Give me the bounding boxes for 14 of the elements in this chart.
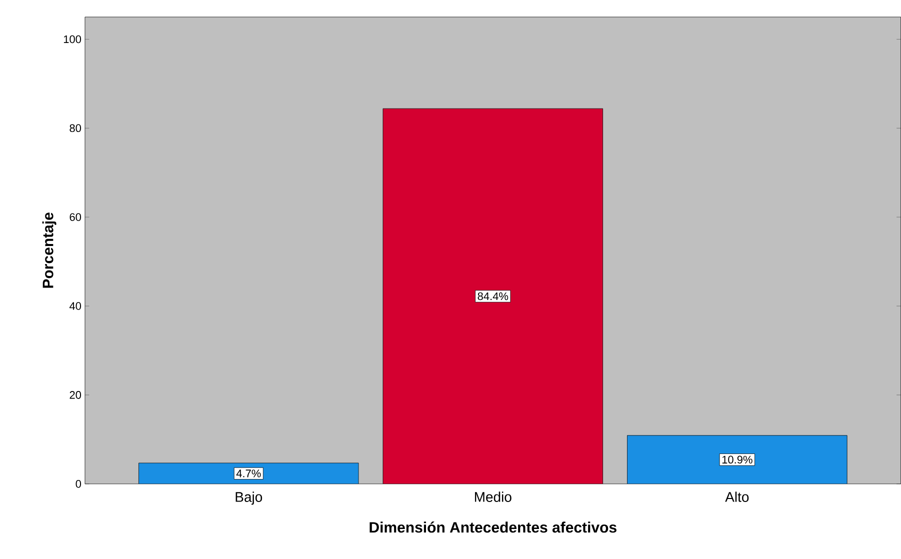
y-axis-title: Porcentaje bbox=[42, 212, 56, 288]
y-tick-label: 40 bbox=[69, 302, 82, 310]
data-label: 84.4% bbox=[478, 292, 508, 300]
data-label: 10.9% bbox=[722, 456, 752, 464]
y-tick-label: 20 bbox=[70, 391, 82, 399]
y-tick-label: 100 bbox=[64, 35, 82, 44]
x-axis-title: Dimensión Antecedentes afectivos bbox=[370, 522, 616, 533]
y-tick-label: 60 bbox=[70, 213, 82, 222]
x-tick-label: Alto bbox=[725, 492, 749, 502]
data-label: 4.7% bbox=[236, 470, 261, 478]
y-tick-label: 0 bbox=[76, 480, 82, 488]
x-tick-label: Medio bbox=[474, 492, 512, 502]
y-tick-label: 80 bbox=[70, 124, 82, 132]
x-tick-label: Bajo bbox=[236, 492, 262, 505]
